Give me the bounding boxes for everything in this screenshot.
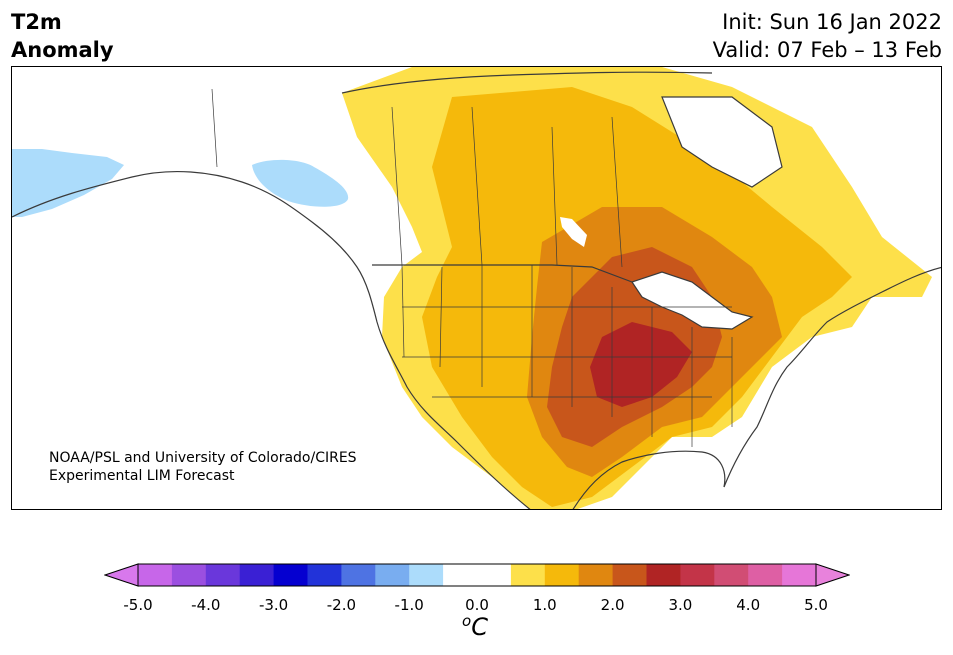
- credit-line-1: NOAA/PSL and University of Colorado/CIRE…: [49, 450, 357, 466]
- colorbar-unit: oC: [462, 612, 488, 641]
- colorbar-segment: [307, 564, 342, 586]
- bc-cold-anomaly: [252, 159, 349, 207]
- colorbar-segment: [239, 564, 275, 586]
- colorbar-under-arrow: [103, 563, 139, 587]
- title-type: Anomaly: [11, 38, 114, 62]
- arctic-coast: [341, 71, 713, 94]
- colorbar-segment: [680, 564, 715, 586]
- hudson-bay-outline: [661, 96, 783, 188]
- colorbar-segment: [748, 564, 783, 586]
- colorbar-segment: [171, 564, 207, 586]
- title-variable: T2m: [11, 10, 62, 34]
- colorbar-segment: [375, 564, 410, 586]
- colorbar-segment: [409, 564, 444, 586]
- colorbar-segment: [477, 564, 512, 586]
- init-date: Init: Sun 16 Jan 2022: [722, 10, 942, 34]
- colorbar-segment: [646, 564, 681, 586]
- colorbar-tick-label: 5.0: [804, 596, 828, 614]
- map: [11, 66, 942, 510]
- map-canvas: [12, 67, 941, 509]
- colorbar-segment: [510, 564, 546, 586]
- colorbar-tick-label: -4.0: [191, 596, 221, 614]
- colorbar-segment: [205, 564, 241, 586]
- colorbar-tick-label: 3.0: [668, 596, 693, 614]
- colorbar-tick-label: 1.0: [532, 596, 557, 614]
- colorbar-tick-label: -1.0: [394, 596, 424, 614]
- colorbar-segment: [273, 564, 308, 586]
- colorbar: [103, 563, 851, 591]
- us-canada-border: [372, 264, 633, 283]
- colorbar-segment: [578, 564, 614, 586]
- colorbar-tick-label: -5.0: [123, 596, 153, 614]
- colorbar-segment: [714, 564, 749, 586]
- alaska-cold-anomaly: [12, 149, 124, 217]
- warm-anomaly-5: [590, 322, 692, 407]
- colorbar-tick-label: -2.0: [326, 596, 357, 614]
- province-borders: [211, 88, 623, 268]
- gulf-coast: [572, 450, 726, 509]
- colorbar-segment: [782, 564, 817, 586]
- state-borders: [401, 264, 733, 447]
- colorbar-tick-label: 0.0: [465, 596, 489, 614]
- colorbar-segment: [443, 564, 478, 586]
- colorbar-tick-label: 4.0: [736, 596, 761, 614]
- colorbar-over-arrow: [815, 563, 851, 587]
- valid-range: Valid: 07 Feb – 13 Feb: [712, 38, 942, 62]
- colorbar-segment: [138, 564, 173, 586]
- colorbar-ticks: -5.0 -4.0 -3.0 -2.0 -1.0 0.0 1.0 2.0 3.0 4.0 5.0: [0, 596, 953, 616]
- colorbar-segment: [612, 564, 647, 586]
- title-left: T2m Anomaly: [11, 8, 114, 64]
- colorbar-segment: [544, 564, 580, 586]
- colorbar-frame: [137, 563, 817, 587]
- great-lakes-outline: [631, 271, 754, 330]
- credit-line-2: Experimental LIM Forecast: [49, 468, 235, 484]
- hudson-bay: [662, 97, 782, 187]
- lake-winnipeg: [560, 217, 587, 247]
- credit: NOAA/PSL and University of Colorado/CIRE…: [49, 449, 357, 485]
- colorbar-segment: [341, 564, 376, 586]
- colorbar-graphic: [103, 563, 851, 587]
- great-lakes: [632, 272, 752, 329]
- pacific-coast: [12, 170, 531, 509]
- colorbar-tick-label: -3.0: [258, 596, 289, 614]
- title-right: Init: Sun 16 Jan 2022 Valid: 07 Feb – 13…: [713, 8, 942, 64]
- colorbar-tick-label: 2.0: [600, 596, 625, 614]
- atlantic-coast: [723, 266, 941, 488]
